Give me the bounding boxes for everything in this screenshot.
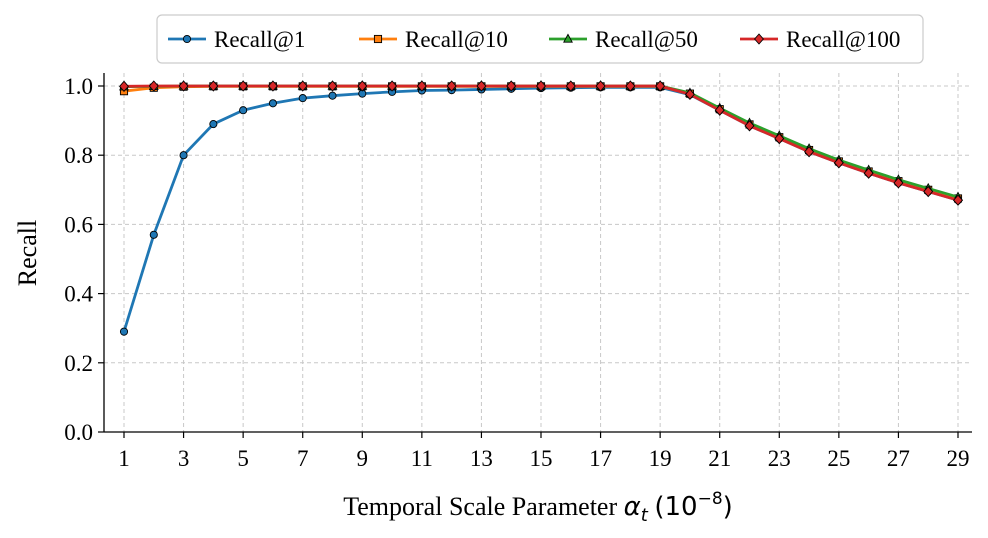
- data-point-recall-at-100: [148, 80, 159, 92]
- data-point-recall-at-100: [267, 80, 278, 92]
- legend-label-recall-at-10: Recall@10: [405, 27, 508, 52]
- data-point-recall-at-100: [565, 80, 576, 92]
- data-point-recall-at-1: [298, 94, 307, 103]
- x-tick-label: 21: [708, 446, 731, 471]
- data-point-recall-at-100: [923, 185, 934, 198]
- x-tick-label: 29: [947, 446, 970, 471]
- x-axis-title-exponent: −8: [698, 489, 723, 509]
- x-tick-label: 27: [887, 446, 910, 471]
- data-point-recall-at-100: [833, 157, 844, 169]
- data-point-recall-at-100: [476, 80, 487, 92]
- data-point-recall-at-100: [208, 80, 219, 92]
- data-point-recall-at-100: [625, 80, 636, 92]
- data-point-recall-at-1: [268, 99, 277, 108]
- y-axis-title: Recall: [13, 220, 42, 286]
- data-point-recall-at-1: [119, 327, 129, 336]
- legend: Recall@1 Recall@10 Recall@50 Recall@100: [156, 14, 924, 64]
- data-point-recall-at-100: [178, 80, 189, 92]
- data-point-recall-at-100: [297, 80, 308, 92]
- series-recall-at-100: [119, 80, 963, 206]
- data-point-recall-at-100: [714, 104, 725, 116]
- data-point-recall-at-100: [327, 80, 338, 92]
- y-tick-label: 0.8: [64, 143, 93, 168]
- x-tick-label: 9: [357, 446, 369, 471]
- legend-box: [156, 14, 924, 64]
- data-point-recall-at-100: [595, 80, 606, 92]
- axes: [103, 73, 972, 433]
- x-tick-label: 5: [237, 446, 249, 471]
- data-point-recall-at-100: [387, 80, 398, 92]
- legend-item-recall-at-50: Recall@50: [549, 27, 698, 52]
- data-point-recall-at-100: [446, 80, 457, 92]
- legend-marker-recall-at-100: [754, 33, 764, 45]
- y-tick-label: 0.0: [64, 420, 93, 445]
- data-point-recall-at-1: [149, 230, 158, 239]
- data-point-recall-at-100: [863, 167, 874, 179]
- x-tick-label: 19: [649, 446, 672, 471]
- x-tick-label: 23: [768, 446, 791, 471]
- x-tick-label: 11: [411, 446, 433, 471]
- data-point-recall-at-100: [238, 80, 249, 92]
- y-tick-label: 0.6: [64, 212, 93, 237]
- data-point-recall-at-100: [744, 120, 755, 132]
- x-axis-title-text: Temporal Scale Parameter: [343, 492, 617, 521]
- legend-label-recall-at-50: Recall@50: [595, 27, 698, 52]
- x-axis-title: Temporal Scale Parameter αt (10−8): [343, 489, 733, 526]
- y-tick-label: 0.4: [64, 282, 93, 307]
- legend-marker-recall-at-50: [563, 33, 573, 43]
- data-point-recall-at-1: [239, 106, 248, 115]
- x-tick-label: 7: [297, 446, 309, 471]
- data-point-recall-at-100: [119, 80, 129, 93]
- legend-label-recall-at-100: Recall@100: [786, 27, 900, 52]
- data-point-recall-at-100: [953, 194, 963, 206]
- data-point-recall-at-1: [328, 91, 337, 100]
- y-ticks: 0.0 0.2 0.4 0.6 0.8 1.0: [64, 74, 104, 445]
- y-tick-label: 1.0: [64, 74, 93, 99]
- legend-label-recall-at-1: Recall@1: [214, 27, 305, 52]
- data-point-recall-at-100: [804, 146, 815, 158]
- data-point-recall-at-100: [416, 80, 427, 92]
- data-point-recall-at-100: [357, 80, 368, 92]
- x-tick-label: 25: [827, 446, 850, 471]
- x-tick-label: 15: [530, 446, 553, 471]
- x-axis-title-alpha: α: [624, 492, 641, 522]
- x-tick-label: 3: [178, 446, 190, 471]
- x-tick-label: 17: [589, 446, 612, 471]
- legend-marker-recall-at-1: [182, 34, 192, 44]
- x-tick-label: 13: [470, 446, 493, 471]
- data-point-recall-at-100: [893, 177, 904, 189]
- legend-marker-recall-at-10: [373, 34, 383, 44]
- series-recall-at-50: [119, 80, 963, 201]
- series-recall-at-10: [119, 82, 963, 203]
- data-point-recall-at-1: [209, 120, 218, 129]
- x-axis-title-unit-open: (10: [654, 492, 697, 522]
- data-point-recall-at-100: [774, 132, 785, 145]
- x-axis-title-unit-close: ): [723, 492, 733, 522]
- legend-item-recall-at-1: Recall@1: [168, 27, 305, 52]
- x-axis-title-subscript: t: [641, 505, 649, 526]
- data-point-recall-at-100: [655, 80, 666, 92]
- x-tick-label: 1: [118, 446, 130, 471]
- legend-item-recall-at-100: Recall@100: [740, 27, 900, 52]
- x-ticks: 1 3 5 7 9 11 13 15 17 19 21 23 25 27 29: [118, 432, 970, 471]
- data-point-recall-at-100: [536, 80, 546, 92]
- series-group: [119, 80, 963, 336]
- grid: [104, 73, 972, 433]
- data-point-recall-at-100: [506, 80, 517, 92]
- data-point-recall-at-100: [684, 88, 695, 100]
- y-tick-label: 0.2: [64, 351, 93, 376]
- data-point-recall-at-1: [179, 151, 188, 160]
- legend-item-recall-at-10: Recall@10: [359, 27, 508, 52]
